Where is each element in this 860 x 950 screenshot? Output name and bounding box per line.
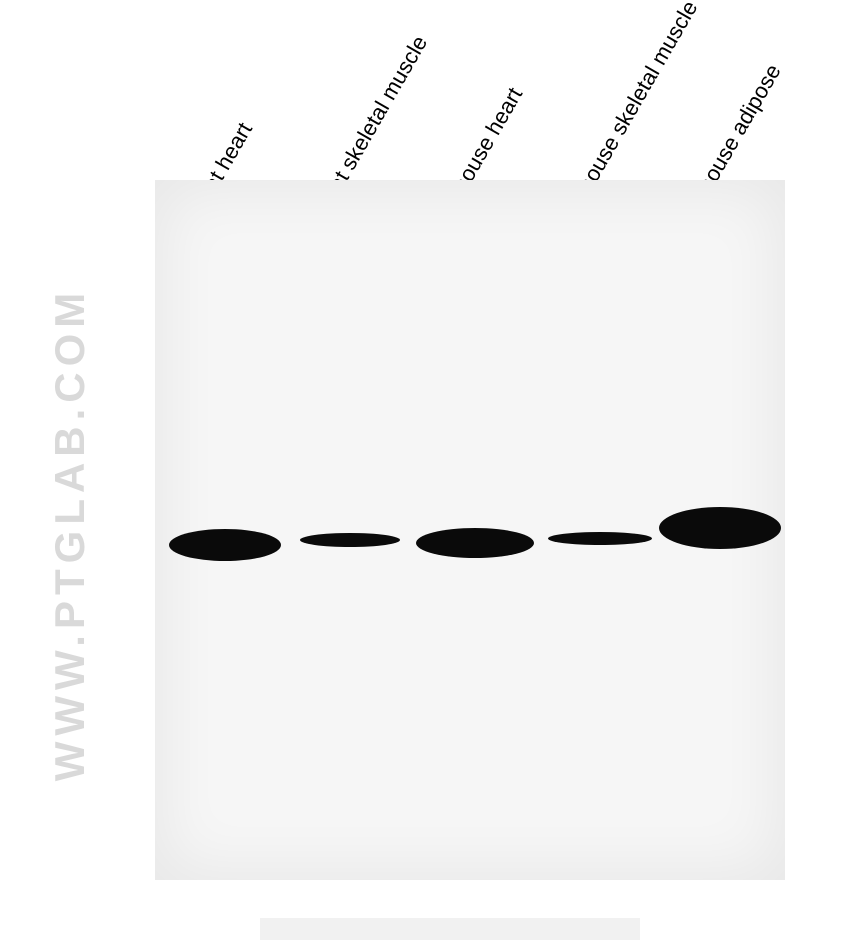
bottom-decorative-bar [260, 918, 640, 940]
protein-band [169, 529, 281, 561]
protein-band [300, 533, 400, 547]
watermark-text: WWW.PTGLAB.COM [46, 284, 94, 784]
protein-band [659, 507, 781, 549]
protein-band [548, 532, 652, 545]
lane-label: rat skeletal muscle [319, 31, 433, 202]
blot-membrane [155, 180, 785, 880]
western-blot-figure: rat heart rat skeletal muscle mouse hear… [0, 0, 860, 950]
lane-label: mouse skeletal muscle [569, 0, 703, 202]
protein-band [416, 528, 534, 558]
